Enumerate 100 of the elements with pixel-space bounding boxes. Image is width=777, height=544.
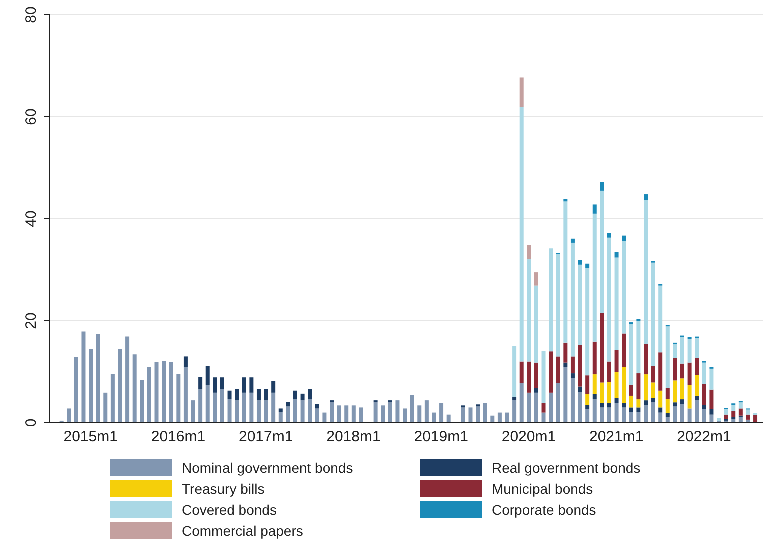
bar [680, 337, 685, 364]
bar [636, 408, 641, 412]
bar [206, 366, 210, 386]
bar [278, 408, 283, 412]
bar [147, 367, 152, 423]
bar [534, 272, 538, 286]
bar [542, 403, 546, 413]
bar [570, 242, 575, 357]
bar [96, 334, 100, 423]
bar [330, 402, 334, 423]
y-tick-label: 80 [23, 6, 40, 24]
bar [520, 362, 524, 384]
bar [315, 408, 320, 423]
bar [592, 204, 597, 214]
bar [680, 404, 685, 423]
bar [746, 410, 750, 415]
bar [622, 367, 626, 404]
bar [418, 406, 422, 423]
bar [614, 398, 619, 404]
bar [126, 336, 130, 423]
bar [527, 245, 532, 260]
bar [278, 412, 283, 423]
bar [614, 258, 619, 350]
bar [198, 389, 203, 423]
bar [520, 383, 524, 423]
bar [651, 382, 656, 398]
x-tick-label: 2016m1 [151, 428, 206, 446]
bar [738, 402, 743, 409]
bar [673, 380, 678, 403]
bar [564, 342, 568, 363]
bar [702, 409, 706, 423]
bar [89, 350, 94, 423]
bar [695, 400, 700, 423]
legend-label: Municipal bonds [492, 480, 594, 496]
bar [82, 332, 86, 423]
bar [483, 403, 488, 423]
bar [132, 354, 137, 423]
bar [586, 405, 590, 410]
bar [651, 366, 656, 383]
x-tick-label: 2019m1 [414, 428, 468, 446]
bar [337, 406, 342, 423]
bar [169, 362, 174, 423]
x-tick-label: 2018m1 [326, 428, 381, 446]
bar [498, 412, 502, 423]
bar [746, 414, 750, 420]
bar [228, 390, 232, 400]
x-tick-label: 2015m1 [64, 428, 118, 446]
bar [592, 374, 597, 394]
bar [388, 402, 392, 423]
bar [213, 378, 218, 393]
y-tick-label: 40 [23, 210, 40, 228]
bar [184, 367, 188, 423]
bar [264, 389, 268, 401]
bar [614, 350, 619, 373]
bar [140, 380, 144, 423]
bar [607, 382, 612, 404]
bar [592, 394, 597, 400]
bar [651, 262, 656, 366]
bar [644, 194, 648, 200]
bar [673, 406, 678, 423]
legend-label: Nominal government bonds [182, 460, 354, 476]
x-tick-label: 2022m1 [677, 428, 732, 446]
bar [651, 402, 656, 423]
bar [688, 362, 692, 386]
bar [176, 374, 181, 423]
bar [622, 408, 626, 423]
x-tick-label: 2017m1 [239, 428, 294, 446]
bar [710, 368, 714, 390]
bar [658, 352, 663, 391]
bar [564, 362, 568, 368]
bar [614, 252, 619, 258]
bar [673, 358, 678, 381]
bar [272, 392, 276, 423]
bar [556, 254, 560, 357]
bar [424, 400, 429, 423]
legend-label: Treasury bills [182, 480, 265, 496]
y-tick-label: 20 [23, 312, 40, 330]
bar [476, 406, 480, 423]
bar [308, 389, 312, 400]
bar [607, 403, 612, 408]
bar [549, 392, 554, 423]
bar [710, 414, 714, 423]
bar [104, 392, 108, 423]
bar [636, 319, 641, 322]
bar [636, 374, 641, 400]
bar [490, 416, 495, 423]
bar [110, 374, 115, 423]
bar [198, 377, 203, 390]
bar [286, 402, 290, 407]
bar [586, 394, 590, 406]
bar [300, 394, 305, 401]
bar [286, 406, 290, 423]
bar [570, 374, 575, 378]
bar [666, 388, 670, 400]
bar [644, 200, 648, 344]
bar [564, 202, 568, 343]
bar [505, 412, 510, 423]
bar [118, 350, 122, 423]
bar [74, 357, 78, 423]
bar [468, 408, 473, 423]
